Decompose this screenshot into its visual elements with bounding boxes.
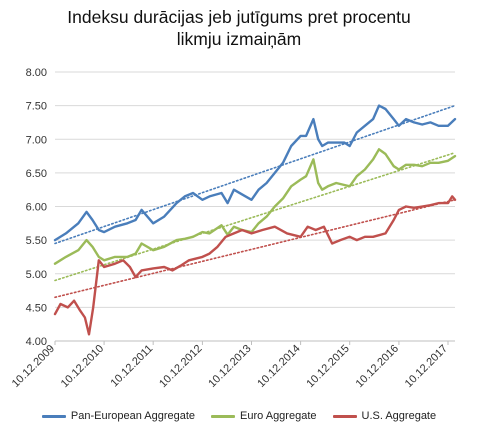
y-axis: 4.00 4.50 5.00 5.50 6.00 6.50 7.00 7.50 8.00 <box>26 67 47 348</box>
x-tick-label: 10.12.2015 <box>304 343 351 390</box>
x-tick-label: 10.12.2011 <box>108 343 155 390</box>
gridlines <box>55 71 455 342</box>
legend-label: U.S. Aggregate <box>361 410 437 422</box>
y-tick-label: 5.00 <box>26 269 47 281</box>
chart-title-line-1: Indeksu durācijas jeb jutīgums pret proc… <box>67 7 411 27</box>
y-tick-label: 6.50 <box>26 168 47 180</box>
legend-swatch <box>41 414 66 418</box>
x-tick-label: 10.12.2010 <box>59 343 106 390</box>
trendlines <box>54 104 456 299</box>
legend-label: Pan-European Aggregate <box>70 410 196 422</box>
series-lines <box>53 104 457 336</box>
chart-title-line-2: likmju izmaiņām <box>176 29 302 49</box>
trendline <box>54 151 456 282</box>
series-line <box>53 195 457 336</box>
x-tick-label: 10.12.2017 <box>403 343 450 390</box>
legend: Pan-European Aggregate Euro Aggregate U.S.… <box>0 410 478 422</box>
x-axis: 10.12.2009 10.12.2010 10.12.2011 10.12.2012… <box>10 340 455 390</box>
legend-swatch <box>332 414 357 418</box>
y-tick-label: 8.00 <box>26 67 47 79</box>
legend-item: Pan-European Aggregate <box>41 410 196 422</box>
trendline <box>54 198 456 299</box>
x-tick-label: 10.12.2013 <box>206 343 253 390</box>
y-tick-label: 4.00 <box>26 336 47 348</box>
x-tick-label: 10.12.2009 <box>10 343 57 390</box>
y-tick-label: 5.50 <box>26 235 47 247</box>
x-tick-label: 10.12.2014 <box>255 343 302 390</box>
x-tick-label: 10.12.2012 <box>157 343 204 390</box>
x-tick-label: 10.12.2016 <box>354 343 401 390</box>
trendline <box>54 104 456 245</box>
series-line <box>53 148 457 265</box>
legend-item: Euro Aggregate <box>211 410 317 422</box>
chart-title: Indeksu durācijas jeb jutīgums pret proc… <box>0 6 478 50</box>
legend-item: U.S. Aggregate <box>332 410 437 422</box>
y-tick-label: 7.50 <box>26 101 47 113</box>
legend-swatch <box>211 414 236 418</box>
line-chart: 4.00 4.50 5.00 5.50 6.00 6.50 7.00 7.50 8.00 10.… <box>10 67 457 390</box>
y-tick-label: 4.50 <box>26 302 47 314</box>
series-line <box>53 104 457 242</box>
y-tick-label: 7.00 <box>26 134 47 146</box>
legend-label: Euro Aggregate <box>240 410 317 422</box>
y-tick-label: 6.00 <box>26 202 47 214</box>
